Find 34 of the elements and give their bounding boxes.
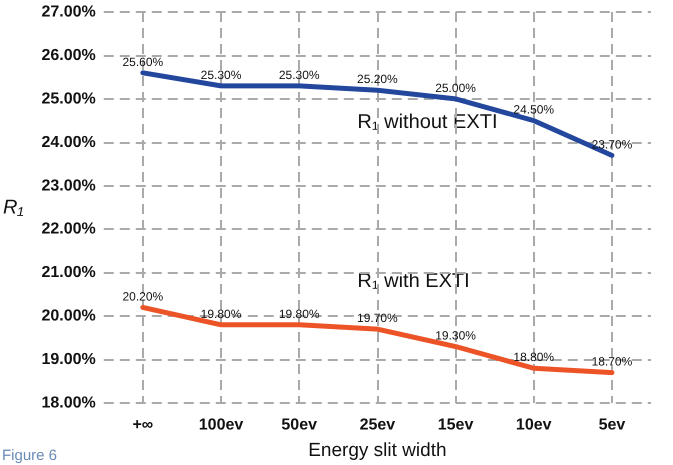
data-label: 25.20% bbox=[357, 72, 398, 86]
x-tick-label: +∞ bbox=[132, 416, 154, 434]
data-label: 19.80% bbox=[278, 306, 320, 321]
caption: Figure 6 bbox=[2, 447, 58, 464]
y-axis-title: R₁ bbox=[2, 196, 24, 218]
data-label: 20.20% bbox=[122, 289, 164, 304]
y-tick-label: 19.00% bbox=[41, 351, 96, 368]
data-label: 19.80% bbox=[200, 306, 242, 321]
data-label: 19.30% bbox=[435, 328, 476, 343]
y-tick-label: 23.00% bbox=[41, 177, 96, 194]
x-axis-title: Energy slit width bbox=[308, 440, 447, 461]
x-tick-label: 15ev bbox=[438, 416, 474, 434]
y-tick-label: 21.00% bbox=[41, 264, 96, 282]
x-tick-label: 10ev bbox=[516, 416, 552, 434]
data-label: 25.60% bbox=[122, 54, 164, 69]
data-label: 25.30% bbox=[200, 68, 242, 82]
y-tick-label: 25.00% bbox=[41, 90, 96, 108]
x-tick-label: 5ev bbox=[598, 416, 626, 434]
y-tick-label: 27.00% bbox=[41, 4, 96, 20]
x-tick-label: 25ev bbox=[360, 416, 396, 434]
x-tick-label: 100ev bbox=[198, 416, 244, 434]
data-label: 25.30% bbox=[278, 68, 320, 82]
x-tick-label: 50ev bbox=[281, 416, 318, 434]
y-tick-label: 22.00% bbox=[41, 220, 96, 238]
data-label: 24.50% bbox=[513, 102, 554, 117]
data-label: 19.70% bbox=[357, 311, 398, 326]
data-label: 23.70% bbox=[592, 137, 633, 152]
y-tick-label: 20.00% bbox=[41, 308, 96, 325]
y-tick-label: 24.00% bbox=[41, 134, 96, 151]
data-label: 18.80% bbox=[513, 350, 554, 364]
data-label: 18.70% bbox=[592, 354, 633, 369]
data-label: 25.00% bbox=[435, 80, 476, 95]
y-tick-label: 26.00% bbox=[41, 46, 96, 64]
y-tick-label: 18.00% bbox=[41, 394, 96, 412]
